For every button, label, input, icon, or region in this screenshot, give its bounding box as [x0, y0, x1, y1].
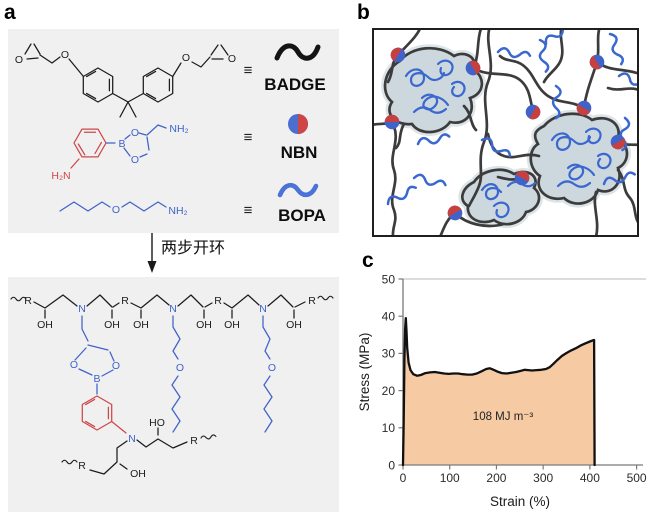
y-tick-label: 10	[382, 421, 396, 435]
panel-b-label: b	[357, 1, 370, 24]
curve-fill-area	[403, 318, 595, 465]
atom-b: B	[118, 138, 125, 150]
bopa-pendant-1: O	[171, 315, 184, 433]
x-tick-label: 500	[627, 471, 647, 485]
x-tick-label: 100	[440, 471, 460, 485]
atom-o: O	[61, 49, 69, 61]
badge-structure: O O O O	[15, 43, 236, 118]
x-tick-label: 400	[580, 471, 600, 485]
y-tick-label: 0	[388, 458, 395, 472]
y-tick-label: 30	[382, 347, 396, 361]
atom-o: O	[268, 362, 276, 374]
bopa-structure: O NH₂	[59, 201, 188, 217]
chart-axes-and-curve: 0 100 200 300 400 500 0 10 20 30 40 50	[382, 272, 647, 485]
monomer-scheme-box: O O O O H₂N B O O NH₂	[8, 29, 339, 233]
stress-strain-curve	[401, 316, 596, 467]
atom-oh: OH	[196, 319, 212, 331]
network-cartoon	[372, 28, 639, 237]
atom-h2n: H₂N	[51, 170, 70, 182]
atom-oh: OH	[104, 319, 120, 331]
legend-label-badge: BADGE	[264, 75, 325, 94]
nbn-junctions	[384, 47, 626, 221]
gray-panel-background	[8, 29, 339, 233]
atom-oh: OH	[130, 468, 146, 480]
atom-r: R	[190, 435, 198, 447]
arrow-head	[147, 261, 157, 273]
black-wave-icon	[274, 43, 321, 61]
stress-strain-chart: 0 100 200 300 400 500 0 10 20 30 40 50 108 MJ m⁻³ S…	[357, 272, 647, 509]
y-tick-label: 50	[382, 272, 396, 286]
atom-o: O	[228, 53, 236, 65]
x-tick-label: 200	[486, 471, 506, 485]
atom-oh: OH	[224, 319, 240, 331]
atom-nh2: NH₂	[168, 205, 187, 217]
atom-oh: OH	[286, 319, 302, 331]
atom-n: N	[169, 303, 177, 315]
atom-o: O	[70, 359, 78, 371]
equiv-symbol: ≡	[244, 202, 253, 219]
legend-label-nbn: NBN	[281, 143, 318, 162]
panel-c-label: c	[362, 249, 374, 272]
blue-wave-icon	[277, 183, 319, 198]
nbn-crosslink-pendant: O O B N R OH HO R	[61, 315, 217, 480]
atom-o: O	[182, 52, 190, 64]
legend-label-bopa: BOPA	[278, 206, 326, 225]
atom-r: R	[214, 295, 222, 307]
y-tick-label: 40	[382, 310, 396, 324]
reaction-step-label: 两步开环	[161, 240, 226, 257]
x-tick-label: 0	[400, 471, 407, 485]
atom-r: R	[121, 295, 129, 307]
y-tick-label: 20	[382, 384, 396, 398]
panel-b-border	[372, 28, 639, 237]
nbn-structure: H₂N B O O NH₂	[51, 123, 188, 182]
bopa-tangles	[404, 59, 612, 219]
atom-n: N	[128, 433, 136, 445]
atom-oh: OH	[37, 319, 53, 331]
equiv-symbol: ≡	[244, 129, 253, 146]
atom-b: B	[93, 373, 100, 385]
atom-r: R	[308, 295, 316, 307]
atom-oh: OH	[133, 319, 149, 331]
atom-o: O	[112, 360, 120, 372]
atom-nh2: NH₂	[169, 123, 188, 135]
polymer-network-structure-box: R N R N R N R OH OH OH OH OH OH	[8, 277, 339, 512]
atom-n: N	[259, 303, 267, 315]
x-tick-label: 300	[533, 471, 553, 485]
panel-a-label: a	[4, 1, 16, 24]
atom-o: O	[112, 204, 120, 216]
bopa-pendant-2: O	[262, 315, 276, 433]
x-axis-title: Strain (%)	[490, 494, 550, 509]
polymer-backbone: R N R N R N R OH OH OH OH OH OH	[10, 294, 334, 331]
legend-column: ≡ BADGE ≡ NBN ≡ BOPA	[244, 43, 326, 225]
atom-r: R	[24, 295, 32, 307]
atom-o: O	[131, 154, 139, 166]
atom-o: O	[176, 362, 184, 374]
atom-o: O	[15, 54, 23, 66]
blue-red-split-circle-icon	[288, 114, 308, 134]
atom-o: O	[131, 127, 139, 139]
atom-ho: HO	[149, 417, 165, 429]
atom-r: R	[78, 460, 86, 472]
atom-n: N	[78, 303, 86, 315]
equiv-symbol: ≡	[244, 62, 253, 79]
reaction-arrow	[147, 233, 157, 273]
toughness-annotation: 108 MJ m⁻³	[473, 411, 534, 423]
y-axis-title: Stress (MPa)	[357, 333, 372, 412]
